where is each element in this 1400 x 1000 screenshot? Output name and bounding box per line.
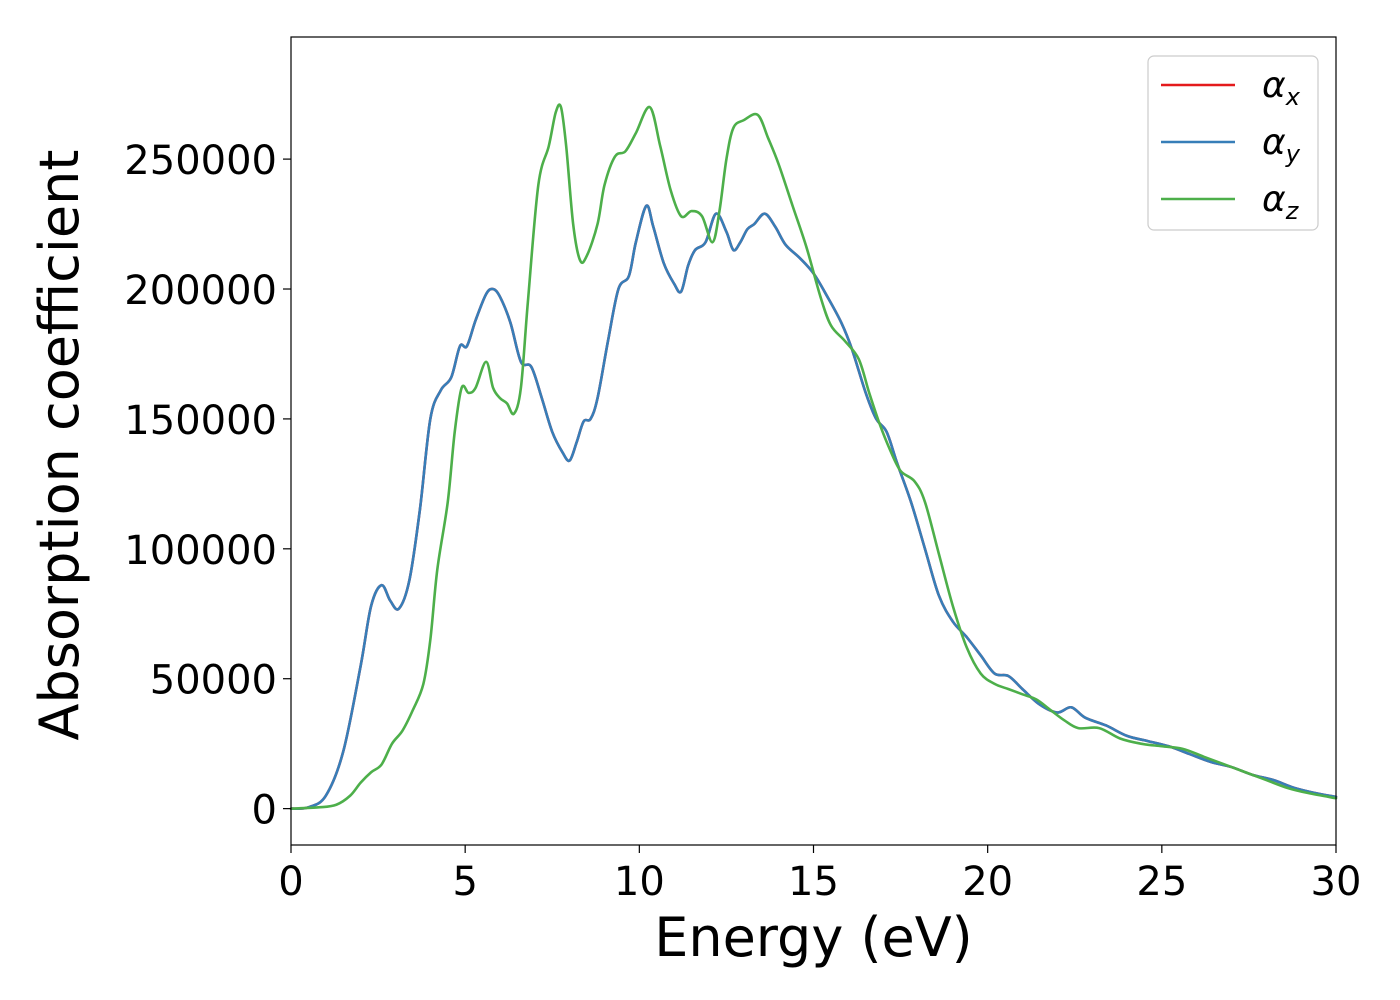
legend-label-alpha-z: αz (1262, 179, 1300, 225)
legend-label-alpha-y: αy (1262, 122, 1301, 168)
x-axis-ticks: 0 5 10 15 20 25 30 (278, 845, 1361, 905)
legend: αx αy αz (1147, 55, 1319, 231)
x-tick-label: 20 (962, 859, 1013, 905)
y-axis-ticks: 0 50000 100000 150000 200000 250000 (124, 138, 291, 834)
series-layer (289, 103, 1338, 811)
series-line-alpha-z (289, 103, 1338, 810)
y-tick-label: 100000 (124, 528, 277, 574)
y-tick-label: 250000 (124, 138, 277, 184)
y-tick-label: 50000 (150, 658, 277, 704)
x-tick-label: 30 (1311, 859, 1362, 905)
y-tick-label: 0 (252, 788, 277, 834)
y-axis-label: Absorption coefficient (28, 150, 91, 741)
x-tick-label: 25 (1136, 859, 1187, 905)
x-tick-label: 15 (788, 859, 839, 905)
x-tick-label: 0 (278, 859, 303, 905)
x-axis-label: Energy (eV) (654, 906, 973, 969)
legend-label-alpha-x: αx (1262, 65, 1301, 111)
y-tick-label: 200000 (124, 268, 277, 314)
x-tick-label: 10 (614, 859, 665, 905)
y-tick-label: 150000 (124, 398, 277, 444)
x-tick-label: 5 (452, 859, 477, 905)
